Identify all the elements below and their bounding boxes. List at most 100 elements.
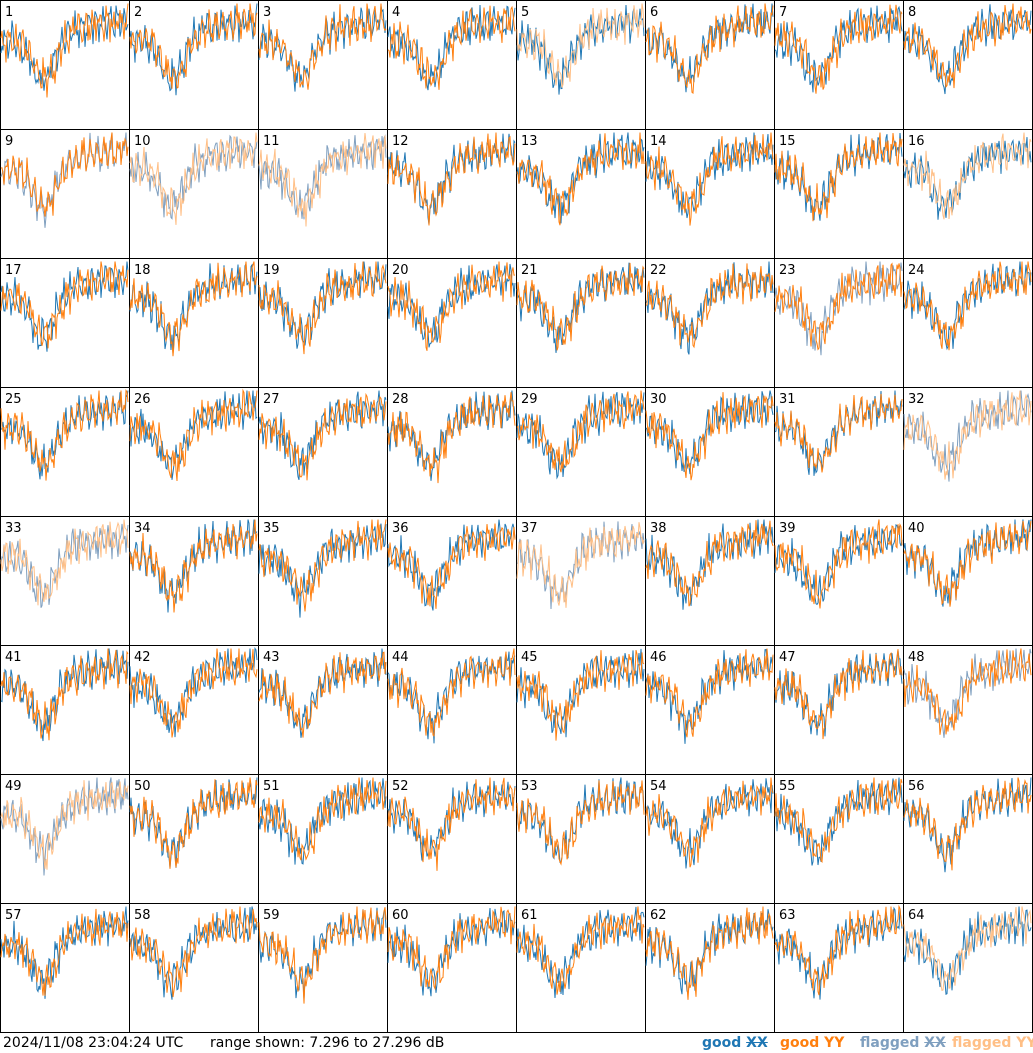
tile-number: 57 <box>5 908 22 923</box>
tile-number: 48 <box>908 650 925 665</box>
trace-yy-tile-40 <box>903 520 1032 607</box>
tile-number: 43 <box>263 650 280 665</box>
tile-60: 60 <box>387 903 517 1033</box>
trace-xx-tile-13 <box>516 132 645 224</box>
trace-yy-tile-9 <box>0 132 129 217</box>
trace-yy-tile-3 <box>258 3 387 90</box>
tile-number: 44 <box>392 650 409 665</box>
tile-1: 1 <box>0 0 130 130</box>
trace-yy-tile-55 <box>774 777 903 864</box>
tile-11: 11 <box>258 129 388 259</box>
trace-yy-tile-6 <box>645 3 774 95</box>
trace-xx-tile-55 <box>774 777 903 866</box>
tile-number: 49 <box>5 779 22 794</box>
tile-18: 18 <box>129 258 259 388</box>
tile-16: 16 <box>903 129 1033 259</box>
trace-xx-tile-39 <box>774 523 903 606</box>
trace-yy-tile-7 <box>774 4 903 94</box>
tile-47: 47 <box>774 645 904 775</box>
legend-good-xx-label: good <box>702 1035 742 1051</box>
tile-number: 28 <box>392 392 409 407</box>
tile-number: 26 <box>134 392 151 407</box>
trace-yy-tile-62 <box>645 906 774 1000</box>
trace-yy-tile-44 <box>387 648 516 737</box>
legend-flagged-xx: flagged XX <box>860 1034 946 1052</box>
trace-yy-tile-34 <box>129 519 258 613</box>
legend-good-yy-pol: YY <box>824 1035 845 1051</box>
tile-number: 14 <box>650 134 667 149</box>
trace-yy-tile-47 <box>774 649 903 740</box>
legend-flagged-yy: flagged YY <box>952 1034 1033 1052</box>
trace-xx-tile-1 <box>0 5 129 91</box>
tile-number: 18 <box>134 263 151 278</box>
trace-yy-tile-18 <box>129 261 258 357</box>
tile-39: 39 <box>774 516 904 646</box>
tile-45: 45 <box>516 645 646 775</box>
tile-28: 28 <box>387 387 517 517</box>
tile-number: 24 <box>908 263 925 278</box>
tile-15: 15 <box>774 129 904 259</box>
tile-6: 6 <box>645 0 775 130</box>
tile-number: 25 <box>5 392 22 407</box>
trace-xx-tile-38 <box>645 519 774 610</box>
trace-yy-tile-43 <box>258 651 387 738</box>
tile-number: 53 <box>521 779 538 794</box>
tile-64: 64 <box>903 903 1033 1033</box>
tile-number: 52 <box>392 779 409 794</box>
legend-good-xx-pol: XX <box>746 1035 768 1051</box>
tile-35: 35 <box>258 516 388 646</box>
tile-54: 54 <box>645 774 775 904</box>
tile-number: 1 <box>5 5 13 20</box>
tile-46: 46 <box>645 645 775 775</box>
tile-number: 59 <box>263 908 280 923</box>
tile-13: 13 <box>516 129 646 259</box>
tile-24: 24 <box>903 258 1033 388</box>
trace-xx-tile-30 <box>645 390 774 475</box>
trace-yy-tile-25 <box>0 389 129 481</box>
tile-number: 8 <box>908 5 916 20</box>
tile-21: 21 <box>516 258 646 388</box>
tile-number: 34 <box>134 521 151 536</box>
tile-5: 5 <box>516 0 646 130</box>
tile-20: 20 <box>387 258 517 388</box>
tile-number: 42 <box>134 650 151 665</box>
tile-number: 16 <box>908 134 925 149</box>
tile-number: 7 <box>779 5 787 20</box>
tile-27: 27 <box>258 387 388 517</box>
tile-53: 53 <box>516 774 646 904</box>
tile-number: 40 <box>908 521 925 536</box>
trace-xx-tile-16 <box>903 137 1032 220</box>
trace-xx-tile-45 <box>516 648 645 738</box>
tile-12: 12 <box>387 129 517 259</box>
tile-number: 20 <box>392 263 409 278</box>
trace-yy-tile-42 <box>129 648 258 738</box>
tile-number: 5 <box>521 5 529 20</box>
trace-yy-tile-2 <box>129 3 258 89</box>
tile-number: 46 <box>650 650 667 665</box>
tile-number: 56 <box>908 779 925 794</box>
trace-yy-tile-10 <box>129 132 258 225</box>
tile-25: 25 <box>0 387 130 517</box>
tile-number: 17 <box>5 263 22 278</box>
tile-48: 48 <box>903 645 1033 775</box>
trace-yy-tile-41 <box>0 648 129 741</box>
trace-yy-tile-8 <box>903 3 1032 89</box>
trace-xx-tile-58 <box>129 906 258 1000</box>
trace-yy-tile-19 <box>258 261 387 355</box>
tile-number: 58 <box>134 908 151 923</box>
tile-61: 61 <box>516 903 646 1033</box>
trace-xx-tile-33 <box>0 523 129 608</box>
trace-yy-tile-32 <box>903 390 1032 480</box>
tile-37: 37 <box>516 516 646 646</box>
trace-yy-tile-26 <box>129 388 258 482</box>
tile-44: 44 <box>387 645 517 775</box>
trace-yy-tile-46 <box>645 648 774 738</box>
tile-number: 41 <box>5 650 22 665</box>
tile-56: 56 <box>903 774 1033 904</box>
tile-52: 52 <box>387 774 517 904</box>
trace-yy-tile-49 <box>0 780 129 870</box>
tile-number: 36 <box>392 521 409 536</box>
trace-yy-tile-33 <box>0 519 129 606</box>
tile-31: 31 <box>774 387 904 517</box>
